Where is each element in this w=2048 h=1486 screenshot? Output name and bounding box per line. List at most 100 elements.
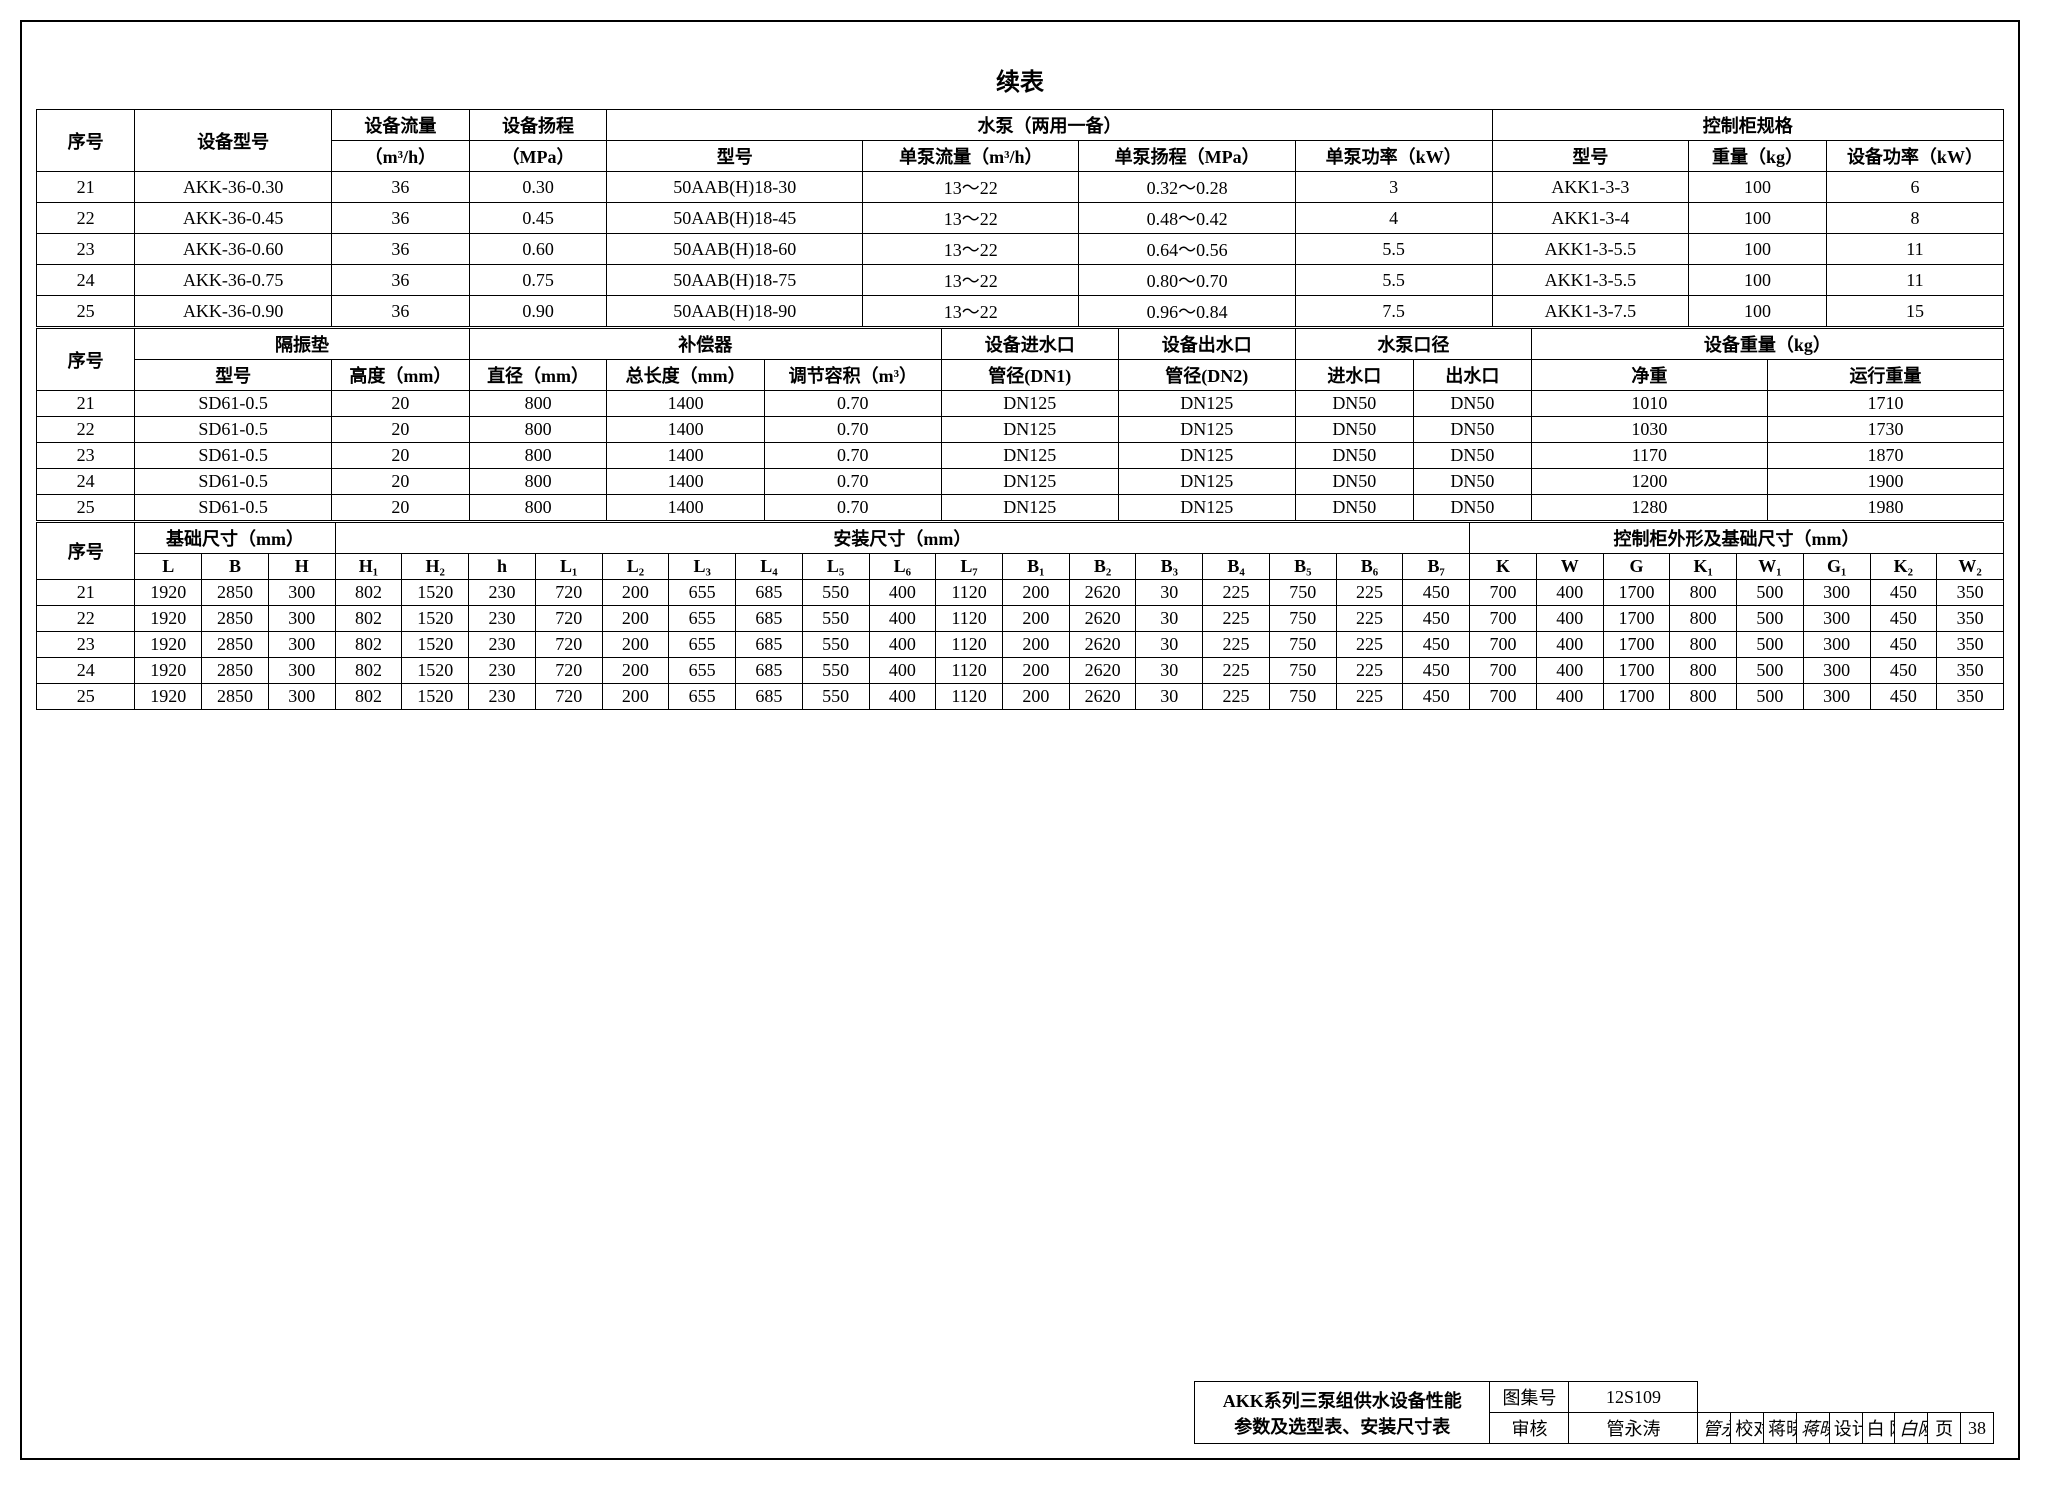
cell: 720 <box>535 658 602 684</box>
cell: 800 <box>1670 684 1737 710</box>
cell: 450 <box>1403 606 1470 632</box>
h-flow-u: （m³/h） <box>332 141 470 172</box>
cell: 450 <box>1403 580 1470 606</box>
cell: 1700 <box>1603 684 1670 710</box>
cell: 750 <box>1269 606 1336 632</box>
cell: 500 <box>1737 606 1804 632</box>
cell: 100 <box>1689 234 1827 265</box>
h2-cal: 水泵口径 <box>1295 328 1531 360</box>
cell: 1520 <box>402 632 469 658</box>
table-1: 序号 设备型号 设备流量 设备扬程 水泵（两用一备） 控制柜规格 （m³/h） … <box>36 109 2004 327</box>
h-seq: 序号 <box>37 110 135 172</box>
cell: 300 <box>268 658 335 684</box>
col-head: L₂ <box>602 554 669 580</box>
h-cab-weight: 重量（kg） <box>1689 141 1827 172</box>
h2-wt: 设备重量（kg） <box>1531 328 2003 360</box>
cell: DN50 <box>1413 469 1531 495</box>
cell: 0.48～0.42 <box>1079 203 1295 234</box>
h2-comp-d: 直径（mm） <box>469 360 607 391</box>
cell: 800 <box>1670 632 1737 658</box>
cell: 0.75 <box>469 265 607 296</box>
col-head: G <box>1603 554 1670 580</box>
cell: 200 <box>602 658 669 684</box>
tb-chk-s: 蒋晓红 <box>1796 1413 1829 1444</box>
cell: 0.30 <box>469 172 607 203</box>
col-head: L₁ <box>535 554 602 580</box>
h2-in: 设备进水口 <box>941 328 1118 360</box>
cell: 2620 <box>1069 580 1136 606</box>
cell: 300 <box>1803 632 1870 658</box>
cell: 300 <box>1803 606 1870 632</box>
table-row: 24SD61-0.52080014000.70DN125DN125DN50DN5… <box>37 469 2004 495</box>
cell: 2850 <box>202 632 269 658</box>
cell: 0.90 <box>469 296 607 327</box>
cell: 30 <box>1136 606 1203 632</box>
cell: 1920 <box>135 580 202 606</box>
tb-chk-n: 蒋晓红 <box>1764 1413 1797 1444</box>
cell: 800 <box>1670 658 1737 684</box>
h3-inst: 安装尺寸（mm） <box>335 522 1469 554</box>
col-head: L <box>135 554 202 580</box>
cell: AKK1-3-4 <box>1492 203 1689 234</box>
cell: 2850 <box>202 684 269 710</box>
cell: 22 <box>37 203 135 234</box>
cell: 750 <box>1269 580 1336 606</box>
cell: 550 <box>802 684 869 710</box>
cell: 1900 <box>1767 469 2003 495</box>
table-2: 序号 隔振垫 补偿器 设备进水口 设备出水口 水泵口径 设备重量（kg） 型号 … <box>36 326 2004 521</box>
cell: 800 <box>469 417 607 443</box>
h2-pad: 隔振垫 <box>135 328 469 360</box>
cell: DN125 <box>1118 443 1295 469</box>
cell: 685 <box>736 684 803 710</box>
cell: 1700 <box>1603 580 1670 606</box>
cell: 1920 <box>135 658 202 684</box>
tb-rev-n: 管永涛 <box>1569 1413 1698 1444</box>
cell: 24 <box>37 658 135 684</box>
col-head: B₅ <box>1269 554 1336 580</box>
cell: 5.5 <box>1295 265 1492 296</box>
h2-comp: 补偿器 <box>469 328 941 360</box>
cell: 230 <box>469 580 536 606</box>
table-row: 24AKK-36-0.75360.7550AAB(H)18-7513～220.8… <box>37 265 2004 296</box>
cell: 700 <box>1470 632 1537 658</box>
cell: 500 <box>1737 580 1804 606</box>
col-head: L₇ <box>936 554 1003 580</box>
cell: 500 <box>1737 684 1804 710</box>
table-row: 2519202850300802152023072020065568555040… <box>37 684 2004 710</box>
h3-seq: 序号 <box>37 522 135 580</box>
cell: AKK1-3-3 <box>1492 172 1689 203</box>
h-head: 设备扬程 <box>469 110 607 141</box>
cell: 685 <box>736 606 803 632</box>
cell: 20 <box>332 443 470 469</box>
cell: DN125 <box>941 495 1118 521</box>
drawing-sheet: 续表 序号 设备型号 设备流量 设备扬程 水泵（两用一备） 控制柜规格 （m³/… <box>20 20 2020 1460</box>
cell: 22 <box>37 606 135 632</box>
cell: 24 <box>37 265 135 296</box>
cell: 450 <box>1403 632 1470 658</box>
cell: 802 <box>335 632 402 658</box>
cell: 15 <box>1826 296 2003 327</box>
cell: 1400 <box>607 417 764 443</box>
cell: 36 <box>332 296 470 327</box>
cell: 0.70 <box>764 417 941 443</box>
cell: 2850 <box>202 658 269 684</box>
cell: 1010 <box>1531 391 1767 417</box>
h2-pad-m: 型号 <box>135 360 332 391</box>
cell: AKK-36-0.60 <box>135 234 332 265</box>
h2-pad-h: 高度（mm） <box>332 360 470 391</box>
cell: DN125 <box>1118 391 1295 417</box>
cell: 500 <box>1737 632 1804 658</box>
cell: 2850 <box>202 606 269 632</box>
cell: 230 <box>469 658 536 684</box>
h2-in2: 管径(DN1) <box>941 360 1118 391</box>
cell: 400 <box>869 684 936 710</box>
cell: 685 <box>736 658 803 684</box>
cell: 450 <box>1403 684 1470 710</box>
h-model: 设备型号 <box>135 110 332 172</box>
cell: 300 <box>268 606 335 632</box>
cell: 30 <box>1136 580 1203 606</box>
cell: DN50 <box>1413 417 1531 443</box>
cell: 225 <box>1203 632 1270 658</box>
tb-rev: 审核 <box>1490 1413 1569 1444</box>
cell: AKK1-3-5.5 <box>1492 265 1689 296</box>
